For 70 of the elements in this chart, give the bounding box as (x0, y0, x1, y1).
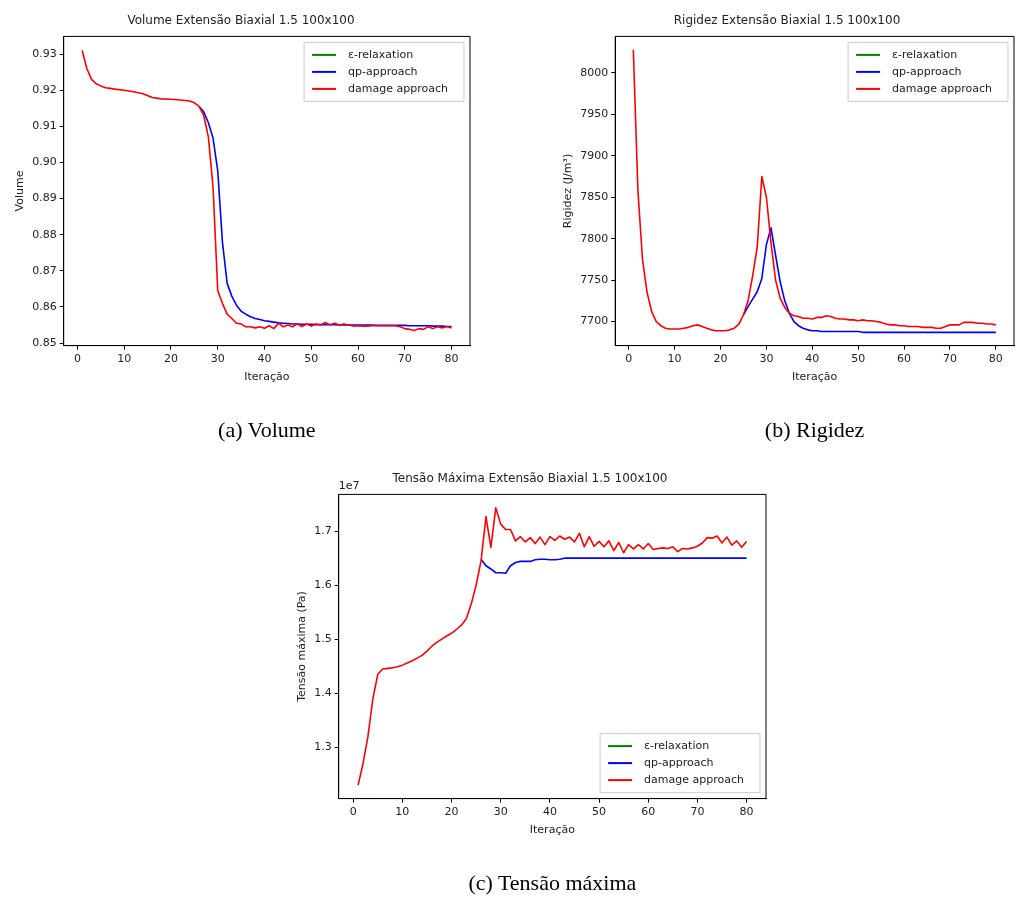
x-tick-label: 70 (942, 352, 957, 366)
x-tick-label: 0 (625, 352, 633, 366)
y-tick-label: 0.87 (32, 263, 57, 277)
x-tick-label: 10 (667, 352, 682, 366)
text: (a) Volume (218, 416, 316, 442)
y-tick-label: 1.4 (314, 686, 332, 700)
y-axis-title: Tensão máxima (Pa) (295, 591, 309, 703)
x-tick-label: 30 (759, 352, 774, 366)
x-tick-label: 40 (257, 352, 272, 366)
y-axis-title: Rigidez (J/m³) (561, 153, 575, 229)
x-tick-label: 20 (444, 805, 459, 819)
y-tick-label: 1.6 (314, 578, 332, 592)
text: (b) Rigidez (764, 416, 865, 442)
y-tick-label: 0.90 (32, 155, 57, 169)
x-tick-label: 30 (493, 805, 508, 819)
legend-label: ε-relaxation (348, 47, 414, 61)
x-tick-label: 60 (351, 352, 366, 366)
legend-label: damage approach (644, 772, 745, 786)
y-tick-label: 7800 (580, 231, 609, 245)
x-tick-label: 20 (164, 352, 178, 366)
chart-title: Tensão Máxima Extensão Biaxial 1.5 100x100 (391, 471, 668, 486)
legend-label: qp-approach (348, 64, 418, 78)
x-tick-label: 30 (210, 352, 225, 366)
x-tick-label: 0 (349, 805, 357, 819)
y-tick-label: 7850 (580, 190, 609, 204)
x-tick-label: 50 (851, 352, 866, 366)
y-tick-label: 1.7 (314, 524, 332, 537)
y-tick-label: 0.86 (32, 299, 57, 313)
y-tick-label: 7900 (580, 148, 609, 162)
y-tick-label: 0.92 (32, 83, 57, 97)
x-tick-label: 0 (73, 352, 81, 366)
text: 1e7 (338, 478, 360, 492)
legend-label: qp-approach (892, 64, 962, 78)
x-tick-label: 50 (304, 352, 319, 366)
x-axis-title: Iteração (792, 370, 838, 384)
x-tick-label: 70 (690, 805, 705, 819)
y-tick-label: 0.85 (32, 335, 57, 349)
x-axis-title: Iteração (244, 370, 290, 384)
y-tick-label: 0.93 (32, 46, 57, 60)
x-tick-label: 10 (117, 352, 132, 366)
y-tick-label: 0.91 (32, 119, 57, 133)
y-tick-label: 7750 (580, 272, 609, 286)
x-tick-label: 80 (444, 352, 459, 366)
legend-label: ε-relaxation (644, 738, 710, 752)
chart-title: Volume Extensão Biaxial 1.5 100x100 (127, 13, 355, 28)
x-tick-label: 40 (805, 352, 820, 366)
x-tick-label: 60 (641, 805, 656, 819)
x-tick-label: 70 (397, 352, 412, 366)
y-tick-label: 1.5 (314, 632, 332, 646)
legend-label: ε-relaxation (892, 47, 958, 61)
y-tick-label: 0.88 (32, 227, 57, 241)
x-tick-label: 80 (739, 805, 754, 819)
x-axis-title: Iteração (529, 823, 576, 837)
y-tick-label: 8000 (580, 65, 609, 79)
y-tick-label: 0.89 (32, 191, 57, 205)
y-axis-title: Volume (13, 170, 27, 212)
chart-title: Rigidez Extensão Biaxial 1.5 100x100 (673, 13, 901, 28)
y-tick-label: 7950 (580, 107, 609, 121)
x-tick-label: 10 (395, 805, 410, 819)
legend-label: qp-approach (644, 755, 714, 769)
x-tick-label: 50 (592, 805, 607, 819)
legend-label: damage approach (348, 81, 449, 95)
x-tick-label: 80 (988, 352, 1003, 366)
y-tick-label: 1.3 (314, 740, 332, 754)
x-tick-label: 20 (713, 352, 728, 366)
x-tick-label: 40 (542, 805, 557, 819)
y-tick-label: 7700 (580, 314, 609, 328)
legend-label: damage approach (892, 81, 993, 95)
x-tick-label: 60 (897, 352, 912, 366)
text: (c) Tensão máxima (468, 869, 637, 895)
